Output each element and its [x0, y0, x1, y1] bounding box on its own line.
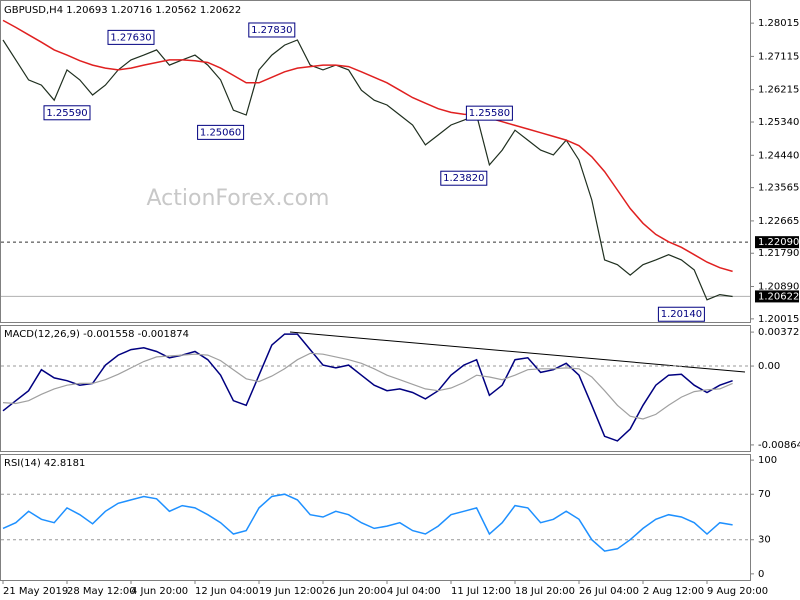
y-tick-label: 1.23565 — [758, 183, 799, 194]
y-tick-label: 1.25340 — [758, 117, 799, 128]
x-tick-label: 21 May 2019 — [3, 586, 68, 597]
x-tick-label: 28 May 12:00 — [67, 586, 136, 597]
y-tick-label: 1.28015 — [758, 18, 799, 29]
x-tick-label: 11 Jul 12:00 — [451, 586, 511, 597]
macd-title: MACD(12,26,9) -0.001558 -0.001874 — [4, 329, 189, 340]
annotation-label: 1.25590 — [46, 108, 87, 119]
annotation-label: 1.25060 — [200, 127, 241, 138]
annotation-label: 1.23820 — [443, 173, 484, 184]
x-tick-label: 2 Aug 12:00 — [643, 586, 704, 597]
annotation-box — [465, 105, 513, 121]
annotation-label: 1.20140 — [661, 309, 702, 320]
y-tick-label: 1.20890 — [758, 282, 799, 293]
last-price-label: 1.20622 — [758, 291, 799, 302]
annotation-box — [197, 124, 245, 140]
series-line — [2, 19, 733, 273]
annotation-label: 1.27830 — [251, 25, 292, 36]
y-tick-label: 1.27115 — [758, 51, 799, 62]
watermark: ActionForex.com — [147, 186, 330, 211]
annotation-box — [107, 29, 155, 45]
x-tick-label: 18 Jul 20:00 — [515, 586, 575, 597]
price-pane — [0, 0, 751, 323]
x-tick-label: 19 Jun 12:00 — [259, 586, 323, 597]
y-tick-label: 0.003722 — [758, 327, 800, 338]
level-box — [755, 236, 799, 249]
x-tick-label: 26 Jul 04:00 — [579, 586, 639, 597]
y-tick-label: 1.24440 — [758, 150, 799, 161]
annotation-box — [657, 306, 705, 322]
level-label: 1.22090 — [758, 237, 799, 248]
y-tick-label: 100 — [758, 455, 777, 466]
annotation-label: 1.27630 — [110, 32, 151, 43]
rsi-title: RSI(14) 42.8181 — [4, 458, 85, 469]
y-tick-label: -0.008643 — [758, 440, 800, 451]
x-tick-label: 26 Jun 20:00 — [323, 586, 387, 597]
y-tick-label: 0.00 — [758, 361, 780, 372]
trend-line — [289, 331, 746, 373]
y-tick-label: 1.20015 — [758, 314, 799, 325]
annotation-box — [43, 105, 91, 121]
series-line — [2, 493, 733, 552]
y-tick-label: 70 — [758, 489, 771, 500]
last-price-box — [755, 290, 799, 303]
y-tick-label: 1.22665 — [758, 216, 799, 227]
annotation-box — [440, 170, 488, 186]
x-tick-label: 12 Jun 04:00 — [195, 586, 259, 597]
annotation-box — [248, 22, 296, 38]
rsi-pane — [0, 454, 751, 581]
series-line — [2, 39, 733, 301]
annotation-label: 1.25580 — [469, 108, 510, 119]
series-line — [2, 352, 733, 420]
y-tick-label: 1.26215 — [758, 85, 799, 96]
y-tick-label: 1.21790 — [758, 248, 799, 259]
y-tick-label: 0 — [758, 569, 764, 580]
x-tick-label: 4 Jul 04:00 — [387, 586, 441, 597]
macd-pane — [0, 325, 751, 452]
series-line — [2, 333, 733, 442]
y-tick-label: 30 — [758, 535, 771, 546]
x-tick-label: 4 Jun 20:00 — [131, 586, 188, 597]
price-title: GBPUSD,H4 1.20693 1.20716 1.20562 1.2062… — [4, 5, 241, 16]
x-tick-label: 9 Aug 20:00 — [707, 586, 768, 597]
